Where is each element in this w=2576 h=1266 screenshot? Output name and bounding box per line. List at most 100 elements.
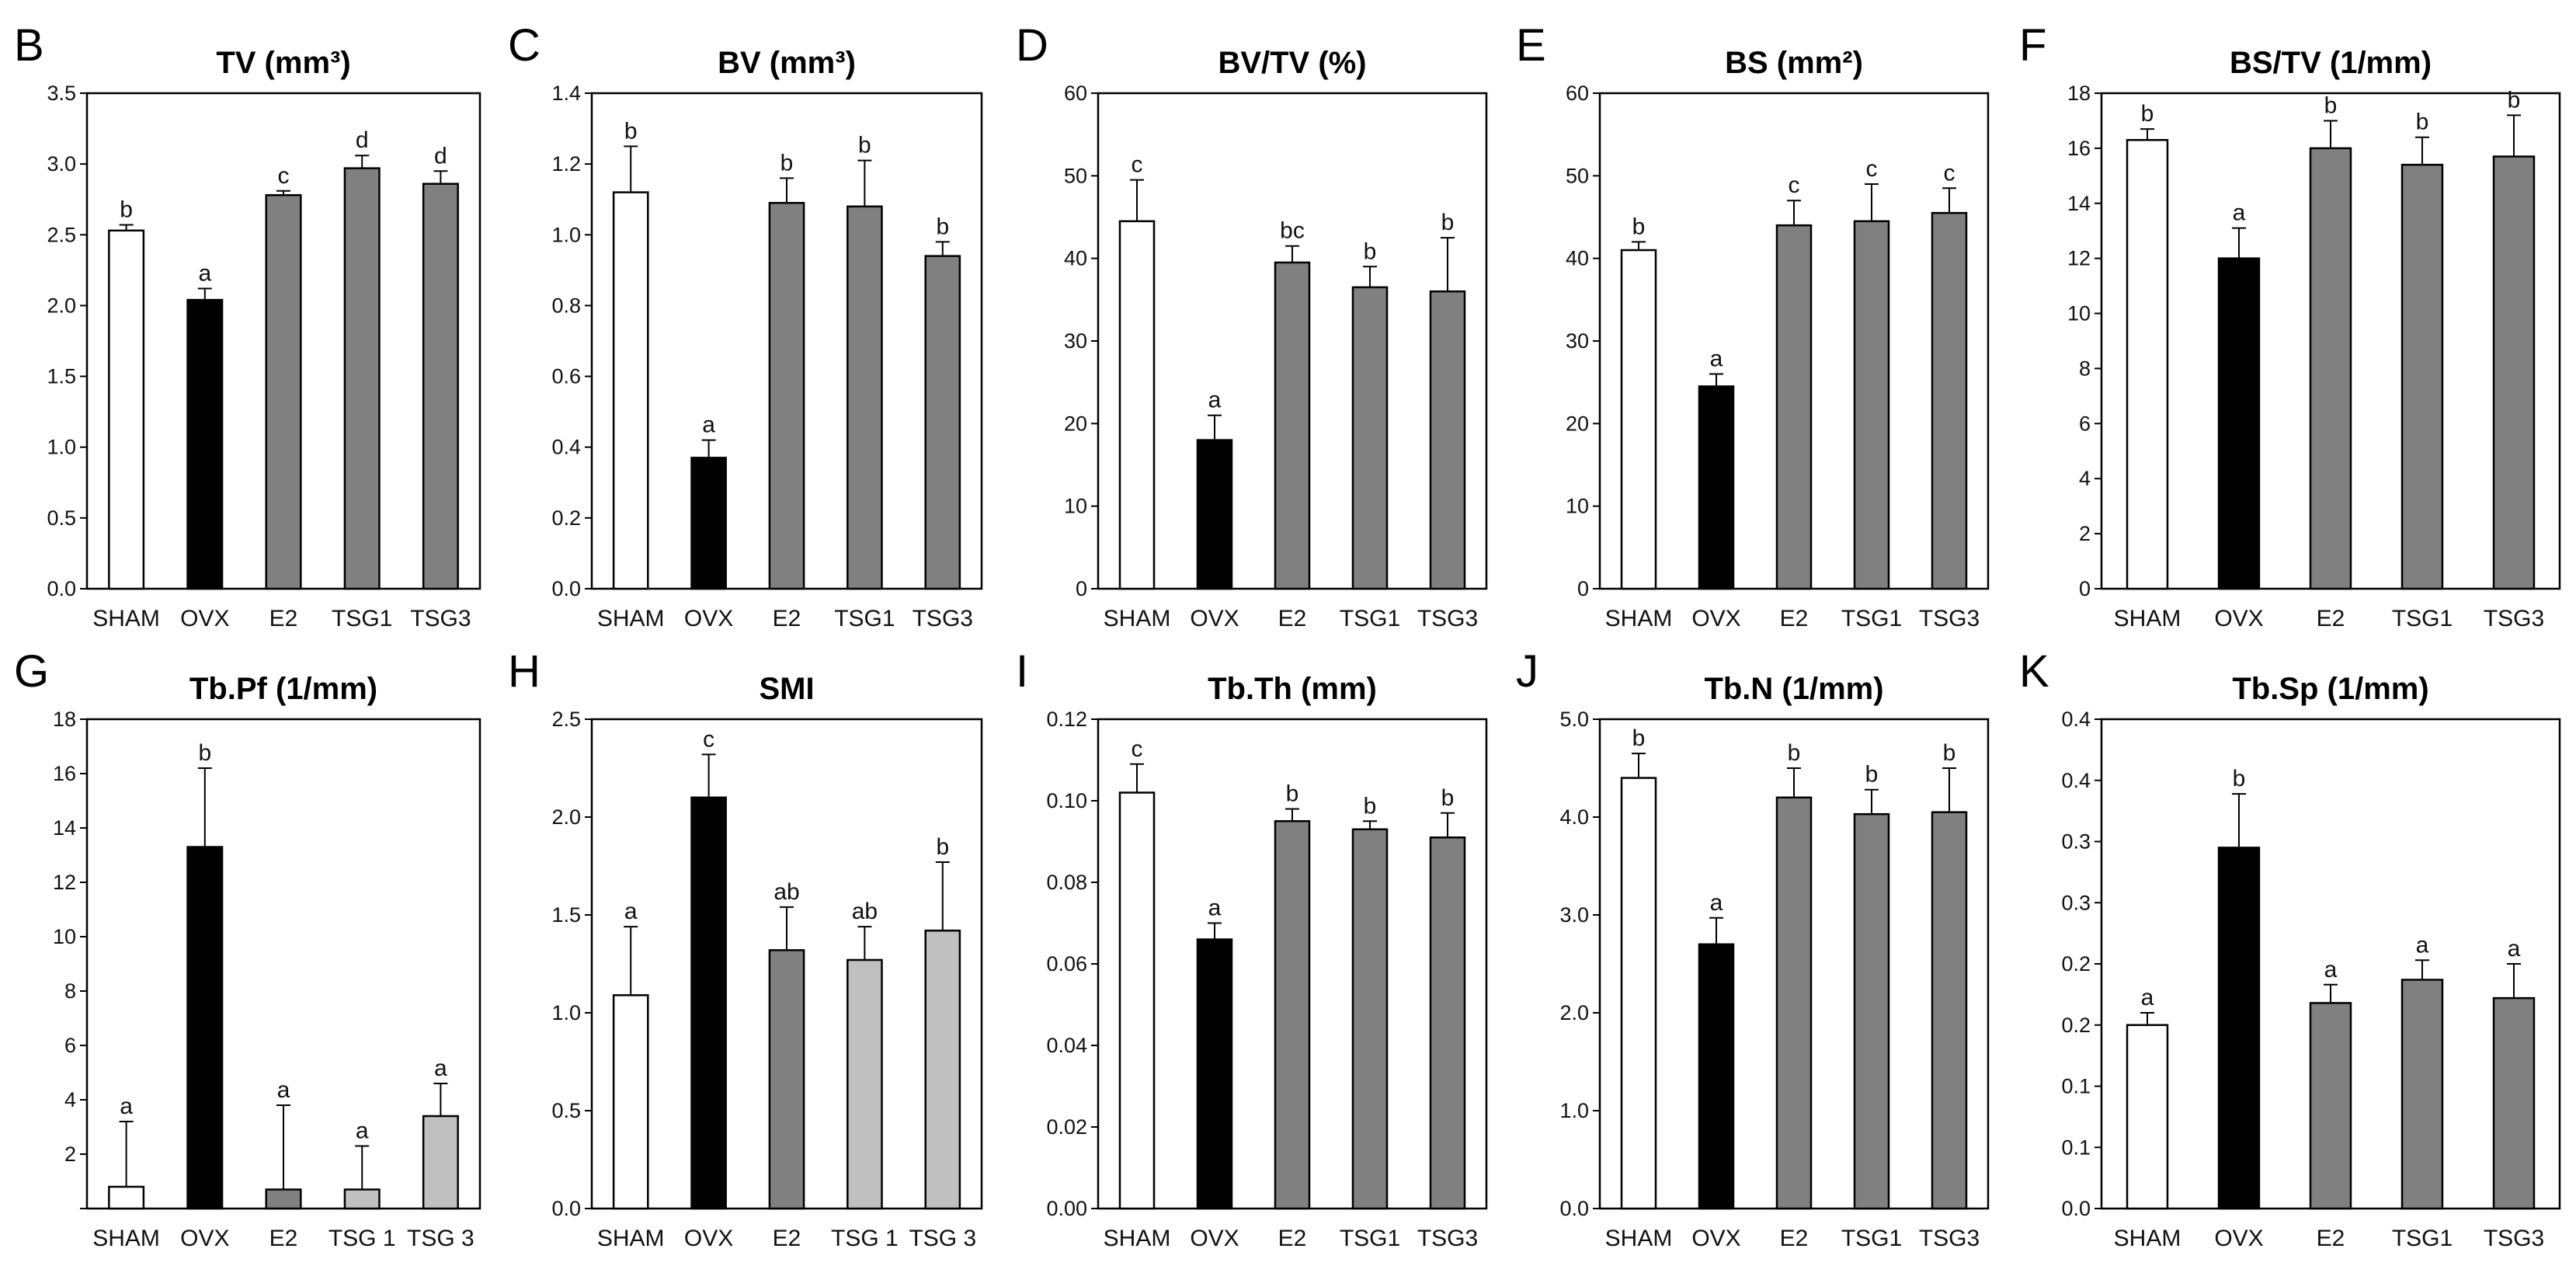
bar-tsg3 xyxy=(924,929,961,1210)
x-tick-label: TSG1 xyxy=(2392,606,2453,631)
y-tick-label: 1.2 xyxy=(551,152,581,176)
y-tick-label: 4 xyxy=(2079,467,2091,490)
bar-e2 xyxy=(2309,1002,2352,1210)
y-tick-label: 0.3 xyxy=(2061,891,2091,914)
significance-label: b xyxy=(624,118,638,144)
significance-label: b xyxy=(2141,101,2154,127)
y-tick-label: 14 xyxy=(53,816,76,840)
significance-label: c xyxy=(278,163,290,189)
x-tick-label: SHAM xyxy=(597,1226,665,1251)
significance-label: bc xyxy=(1280,218,1305,244)
y-tick-label: 0.5 xyxy=(47,506,76,530)
chart-title: Tb.N (1/mm) xyxy=(1704,672,1883,706)
x-tick-label: OVX xyxy=(180,606,229,631)
y-tick-label: 0.3 xyxy=(2061,830,2091,854)
x-tick-label: TSG1 xyxy=(1340,606,1400,631)
y-tick-label: 2 xyxy=(2079,522,2091,545)
bar-e2 xyxy=(2309,147,2352,590)
significance-label: c xyxy=(1132,152,1143,178)
significance-label: a xyxy=(434,1056,447,1081)
bar-e2 xyxy=(768,949,805,1210)
significance-label: a xyxy=(2508,936,2521,962)
chart-title: SMI xyxy=(759,672,814,706)
bar-tsg1 xyxy=(1853,812,1890,1210)
significance-label: b xyxy=(198,740,211,766)
bar-ovx xyxy=(186,846,224,1210)
bar-sham xyxy=(1620,249,1657,590)
bar-ovx xyxy=(1698,943,1735,1210)
y-tick-label: 2 xyxy=(64,1143,76,1166)
significance-label: ab xyxy=(773,879,799,905)
x-tick-label: SHAM xyxy=(1104,1226,1171,1251)
y-tick-label: 0 xyxy=(1577,577,1589,600)
y-tick-label: 0.4 xyxy=(2061,769,2091,792)
bar-sham xyxy=(2126,139,2169,590)
y-tick-label: 0.10 xyxy=(1046,789,1087,812)
y-tick-label: 60 xyxy=(1566,82,1589,105)
x-tick-label: SHAM xyxy=(597,606,665,631)
bar-tsg1 xyxy=(1351,828,1389,1210)
significance-label: a xyxy=(120,1094,133,1119)
y-tick-label: 2.0 xyxy=(47,294,76,317)
x-tick-label: E2 xyxy=(2317,606,2345,631)
x-tick-label: OVX xyxy=(684,1226,733,1251)
y-tick-label: 6 xyxy=(64,1034,76,1057)
significance-label: b xyxy=(858,133,871,158)
bar-tsg3 xyxy=(422,1115,459,1210)
panel-letter: B xyxy=(14,20,44,71)
y-tick-label: 0 xyxy=(2079,577,2091,600)
y-tick-label: 0.04 xyxy=(1046,1034,1087,1057)
y-tick-label: 3.0 xyxy=(47,152,76,176)
significance-label: b xyxy=(2233,766,2246,791)
y-tick-label: 14 xyxy=(2067,192,2091,215)
x-tick-label: E2 xyxy=(269,606,298,631)
x-tick-label: SHAM xyxy=(92,606,160,631)
bar-tsg1 xyxy=(846,958,883,1210)
y-tick-label: 1.5 xyxy=(551,903,581,927)
significance-label: a xyxy=(2416,932,2429,958)
bar-ovx xyxy=(2217,257,2261,590)
x-tick-label: E2 xyxy=(773,1226,801,1251)
x-tick-label: TSG3 xyxy=(913,606,973,631)
significance-label: a xyxy=(1208,896,1222,921)
x-tick-label: TSG3 xyxy=(1919,1226,1980,1251)
panel-letter: F xyxy=(2019,20,2046,71)
bar-tsg3 xyxy=(1429,290,1466,590)
bar-tsg3 xyxy=(2492,155,2536,590)
y-tick-label: 0.4 xyxy=(2061,708,2091,731)
chart-title: BV (mm³) xyxy=(718,46,856,80)
bar-tsg1 xyxy=(2400,979,2444,1210)
x-tick-label: TSG1 xyxy=(834,606,895,631)
x-tick-label: SHAM xyxy=(1605,1226,1673,1251)
bar-e2 xyxy=(265,1188,302,1210)
x-tick-label: SHAM xyxy=(1605,606,1673,631)
significance-label: c xyxy=(1132,736,1143,762)
x-tick-label: TSG1 xyxy=(1340,1226,1400,1251)
significance-label: b xyxy=(936,214,949,239)
bar-ovx xyxy=(690,457,727,590)
significance-label: c xyxy=(703,726,714,752)
y-tick-label: 0.12 xyxy=(1046,708,1087,731)
y-tick-label: 0.0 xyxy=(47,577,76,600)
bar-tsg1 xyxy=(343,167,381,590)
y-tick-label: 6 xyxy=(2079,412,2091,435)
y-tick-label: 1.0 xyxy=(47,436,76,459)
panel-letter: C xyxy=(508,20,541,71)
y-tick-label: 0.4 xyxy=(551,436,581,459)
y-tick-label: 30 xyxy=(1566,329,1589,353)
bar-ovx xyxy=(1196,938,1233,1210)
y-tick-label: 0.6 xyxy=(551,365,581,388)
bar-ovx xyxy=(186,298,224,590)
x-tick-label: SHAM xyxy=(2114,606,2181,631)
y-tick-label: 0.0 xyxy=(551,1197,581,1220)
significance-label: a xyxy=(1710,890,1723,916)
significance-label: b xyxy=(2508,87,2521,113)
significance-label: b xyxy=(936,834,949,860)
y-tick-label: 0.8 xyxy=(551,294,581,317)
bar-sham xyxy=(612,191,649,590)
y-tick-label: 0.0 xyxy=(1559,1197,1589,1220)
significance-label: a xyxy=(1208,388,1222,413)
x-tick-label: TSG1 xyxy=(1841,606,1902,631)
chart-panel-e: E BS (mm²) 0 10 20 30 40 50 60 b SHAM a OVX c E2 c TSG1 c… xyxy=(1516,20,1990,631)
significance-label: b xyxy=(2324,92,2338,118)
